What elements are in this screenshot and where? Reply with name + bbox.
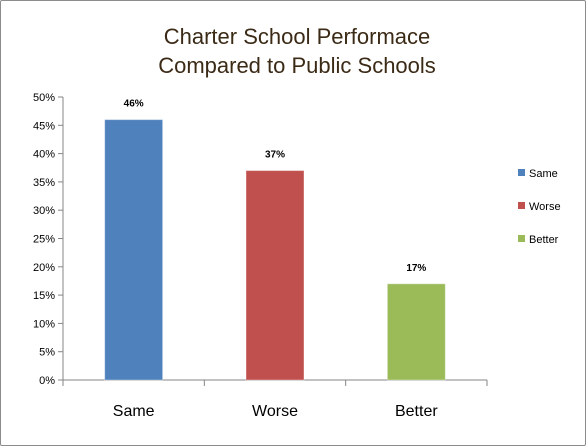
y-tick-label: 25% <box>33 234 55 246</box>
y-tick-label: 35% <box>33 177 55 189</box>
y-tick-label: 10% <box>33 318 55 330</box>
bar-better <box>386 283 446 381</box>
chart-title-line-2: Compared to Public Schools <box>158 53 436 78</box>
y-tick-label: 15% <box>33 290 55 302</box>
y-tick-label: 50% <box>33 92 55 104</box>
data-label-worse: 37% <box>265 150 285 161</box>
data-label-better: 17% <box>406 263 426 274</box>
x-tick-label-better: Better <box>395 403 438 420</box>
y-tick-label: 20% <box>33 262 55 274</box>
legend-label-same: Same <box>529 168 558 180</box>
x-tick-label-worse: Worse <box>252 403 298 420</box>
y-tick-label: 40% <box>33 149 55 161</box>
legend-swatch-same <box>518 169 525 176</box>
legend-swatch-worse <box>518 202 525 209</box>
y-tick-label: 30% <box>33 205 55 217</box>
x-tick-label-same: Same <box>113 403 155 420</box>
y-tick-label: 45% <box>33 120 55 132</box>
legend-label-better: Better <box>529 234 559 246</box>
y-tick-label: 0% <box>39 375 55 387</box>
legend-label-worse: Worse <box>529 201 561 213</box>
plot-area: 0% 5% 10% 15% 20% 25% 30% 35% 40% 45% 50% 46% Same 37… <box>33 92 488 420</box>
chart-title-line-1: Charter School Performace <box>164 24 431 49</box>
legend: Same Worse Better <box>518 168 561 246</box>
bar-same <box>104 119 164 381</box>
y-tick-label: 5% <box>39 347 55 359</box>
bar-worse <box>245 170 305 381</box>
data-label-same: 46% <box>124 99 144 110</box>
legend-swatch-better <box>518 235 525 242</box>
